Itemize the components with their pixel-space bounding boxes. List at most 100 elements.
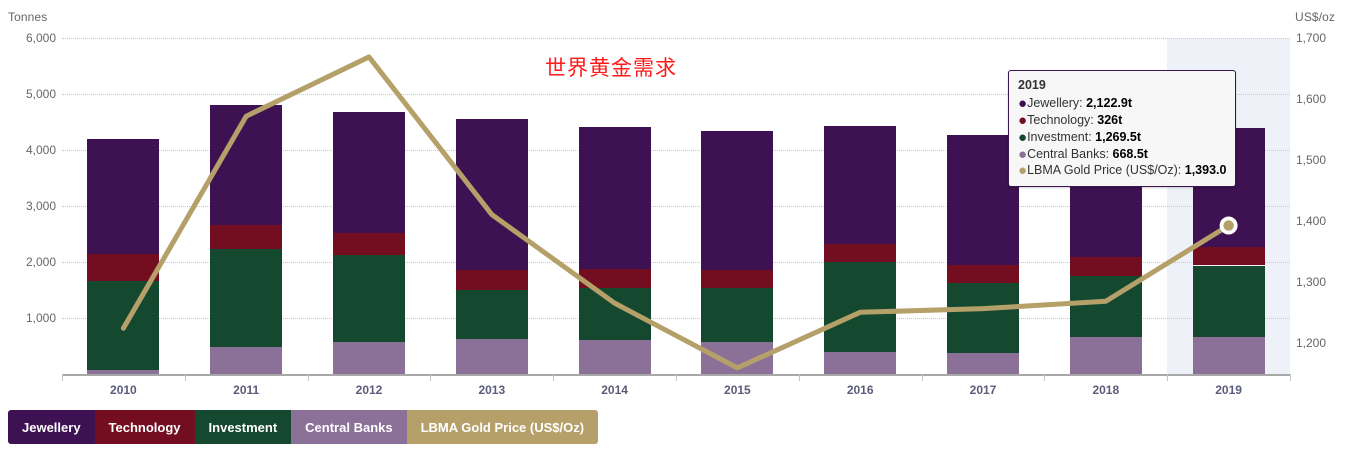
bar-segment[interactable]	[701, 130, 774, 270]
bar-segment[interactable]	[824, 351, 897, 374]
x-axis-label[interactable]: 2013	[478, 383, 506, 397]
bar-column[interactable]	[455, 38, 528, 374]
x-axis-tick-mark	[553, 374, 555, 381]
bar-segment[interactable]	[578, 340, 651, 374]
bar-segment[interactable]	[455, 289, 528, 339]
tooltip-series-label: Investment:	[1027, 129, 1096, 144]
x-axis-label[interactable]: 2018	[1092, 383, 1120, 397]
x-axis-label[interactable]: 2010	[110, 383, 137, 397]
y-axis-right-title: US$/oz	[1295, 10, 1335, 24]
bar-segment[interactable]	[455, 269, 528, 290]
tooltip-bullet-icon: ●	[1018, 111, 1028, 129]
line-marker-active-point[interactable]	[1221, 218, 1236, 233]
bar-column[interactable]	[701, 38, 774, 374]
bar-segment[interactable]	[701, 288, 774, 342]
bar-segment[interactable]	[947, 352, 1019, 374]
bar-segment[interactable]	[824, 126, 897, 245]
bar-segment[interactable]	[87, 139, 160, 255]
bar-segment[interactable]	[87, 369, 160, 374]
legend-item[interactable]: LBMA Gold Price (US$/Oz)	[406, 410, 599, 444]
x-axis-tick-mark	[430, 374, 432, 381]
y-axis-left-tick-label: 4,000	[25, 143, 56, 157]
bar-segment[interactable]	[1069, 257, 1142, 276]
bar-segment[interactable]	[701, 269, 774, 289]
x-axis-tick-mark	[676, 374, 677, 381]
bar-segment[interactable]	[578, 127, 651, 269]
bar-column[interactable]	[333, 38, 405, 374]
bar-segment[interactable]	[455, 338, 528, 374]
bar-segment[interactable]	[1192, 265, 1265, 337]
chart-legend[interactable]: Jewellery Technology Investment Central Ban…	[8, 410, 599, 444]
x-axis-tick-mark	[921, 374, 923, 381]
x-axis-tick-mark	[184, 374, 186, 381]
x-axis-tick-mark	[1167, 374, 1169, 381]
bar-column[interactable]	[947, 38, 1019, 374]
y-axis-left-tick-label: 6,000	[25, 31, 56, 45]
x-axis-label[interactable]: 2012	[355, 383, 383, 397]
x-axis-label[interactable]: 2014	[601, 383, 628, 397]
tooltip-series-value: 1,269.5t	[1095, 129, 1142, 144]
bar-segment[interactable]	[947, 283, 1019, 353]
bar-segment[interactable]	[210, 347, 283, 374]
bar-segment[interactable]	[1069, 337, 1142, 374]
tooltip-row: ●Central Banks: 668.5t	[1018, 146, 1226, 163]
tooltip-row: ●Technology: 326t	[1018, 112, 1226, 129]
bar-column[interactable]	[578, 38, 651, 374]
y-axis-left-tick-label: 3,000	[25, 199, 56, 213]
bar-segment[interactable]	[947, 134, 1019, 265]
y-axis-right-tick-label: 1,700	[1296, 31, 1327, 45]
gridline	[62, 206, 1290, 207]
bar-segment[interactable]	[578, 268, 651, 288]
x-axis-label[interactable]: 2015	[724, 383, 751, 397]
tooltip-bullet-icon: ●	[1018, 162, 1028, 180]
bar-segment[interactable]	[333, 342, 405, 374]
bar-segment[interactable]	[824, 244, 897, 263]
x-axis-label[interactable]: 2016	[846, 383, 874, 397]
bar-segment[interactable]	[210, 224, 283, 249]
tooltip-year: 2019	[1018, 78, 1046, 92]
bar-segment[interactable]	[947, 264, 1019, 284]
bar-segment[interactable]	[210, 105, 283, 225]
tooltip-bullet-icon: ●	[1018, 128, 1028, 146]
gold-price-line-series	[120, 54, 1238, 371]
gridline	[62, 94, 1290, 95]
tooltip-series-label: Jewellery:	[1027, 95, 1087, 110]
bar-column[interactable]	[210, 38, 283, 374]
gridline	[62, 38, 1290, 39]
legend-item[interactable]: Technology	[94, 410, 195, 444]
bar-column[interactable]	[824, 38, 897, 374]
tooltip-series-value: 326t	[1097, 112, 1123, 127]
y-axis-right-tick-label: 1,600	[1296, 92, 1327, 107]
x-axis-tick-mark	[1044, 374, 1046, 381]
legend-item[interactable]: Investment	[194, 410, 292, 444]
bar-segment[interactable]	[333, 112, 405, 234]
x-axis-label[interactable]: 2011	[233, 383, 260, 397]
tooltip-row: ●Investment: 1,269.5t	[1018, 129, 1226, 146]
tooltip-series-value: 668.5t	[1112, 146, 1148, 161]
plot-area	[62, 38, 1290, 374]
x-axis-tick-mark	[62, 374, 63, 381]
bar-segment[interactable]	[1192, 336, 1265, 374]
x-axis-label[interactable]: 2017	[969, 383, 997, 397]
bar-segment[interactable]	[1192, 247, 1265, 266]
bar-segment[interactable]	[333, 233, 405, 255]
y-axis-right-ticks: 1,200 1,300 1,400 1,500 1,600 1,700	[1296, 31, 1345, 374]
x-axis-tick-mark	[1290, 374, 1291, 381]
tooltip-bullet-icon: ●	[1018, 145, 1028, 163]
tooltip-series-label: Technology:	[1027, 112, 1098, 127]
bar-segment[interactable]	[210, 248, 283, 348]
y-axis-left-tick-label: 1,000	[25, 311, 56, 325]
tooltip-bullet-icon: ●	[1018, 94, 1028, 112]
x-axis-label[interactable]: 2019	[1215, 383, 1242, 397]
bar-segment[interactable]	[333, 254, 405, 343]
legend-item[interactable]: Jewellery	[8, 410, 95, 444]
legend-item[interactable]: Central Banks	[291, 410, 407, 444]
bar-segment[interactable]	[824, 262, 897, 352]
bar-column[interactable]	[87, 38, 160, 374]
tooltip-series-value: 1,393.0	[1184, 163, 1227, 178]
bar-segment[interactable]	[87, 254, 160, 281]
bar-segment[interactable]	[455, 118, 528, 270]
tooltip-row: ●LBMA Gold Price (US$/Oz): 1,393.0	[1018, 162, 1226, 179]
gridline	[62, 262, 1290, 263]
x-axis-tick-mark	[307, 374, 309, 381]
